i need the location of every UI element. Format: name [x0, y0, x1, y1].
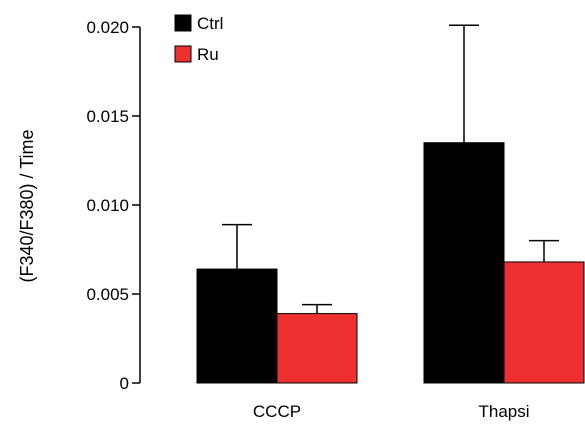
- y-tick-label: 0.015: [86, 107, 129, 126]
- y-tick-label: 0: [120, 374, 129, 393]
- legend-swatch-ru: [174, 45, 192, 63]
- bar-ctrl-cccp: [196, 268, 278, 384]
- category-label: Thapsi: [478, 402, 529, 421]
- bar-ru-thapsi: [503, 261, 585, 384]
- legend-label-ru: Ru: [197, 45, 219, 64]
- y-axis: 0 0.005 0.010 0.015 0.020: [86, 18, 141, 393]
- y-tick-label: 0.010: [86, 196, 129, 215]
- legend: Ctrl Ru: [174, 14, 223, 64]
- category-label: CCCP: [253, 402, 301, 421]
- legend-label-ctrl: Ctrl: [197, 14, 223, 33]
- category-labels: CCCP Thapsi: [253, 402, 530, 421]
- bar-ctrl-thapsi: [423, 142, 505, 384]
- y-tick-label: 0.005: [86, 285, 129, 304]
- y-tick-label: 0.020: [86, 18, 129, 37]
- bars: [196, 24, 585, 384]
- legend-swatch-ctrl: [174, 14, 192, 32]
- y-axis-label: (F340/F380) / Time: [17, 129, 37, 282]
- bar-ru-cccp: [276, 313, 358, 384]
